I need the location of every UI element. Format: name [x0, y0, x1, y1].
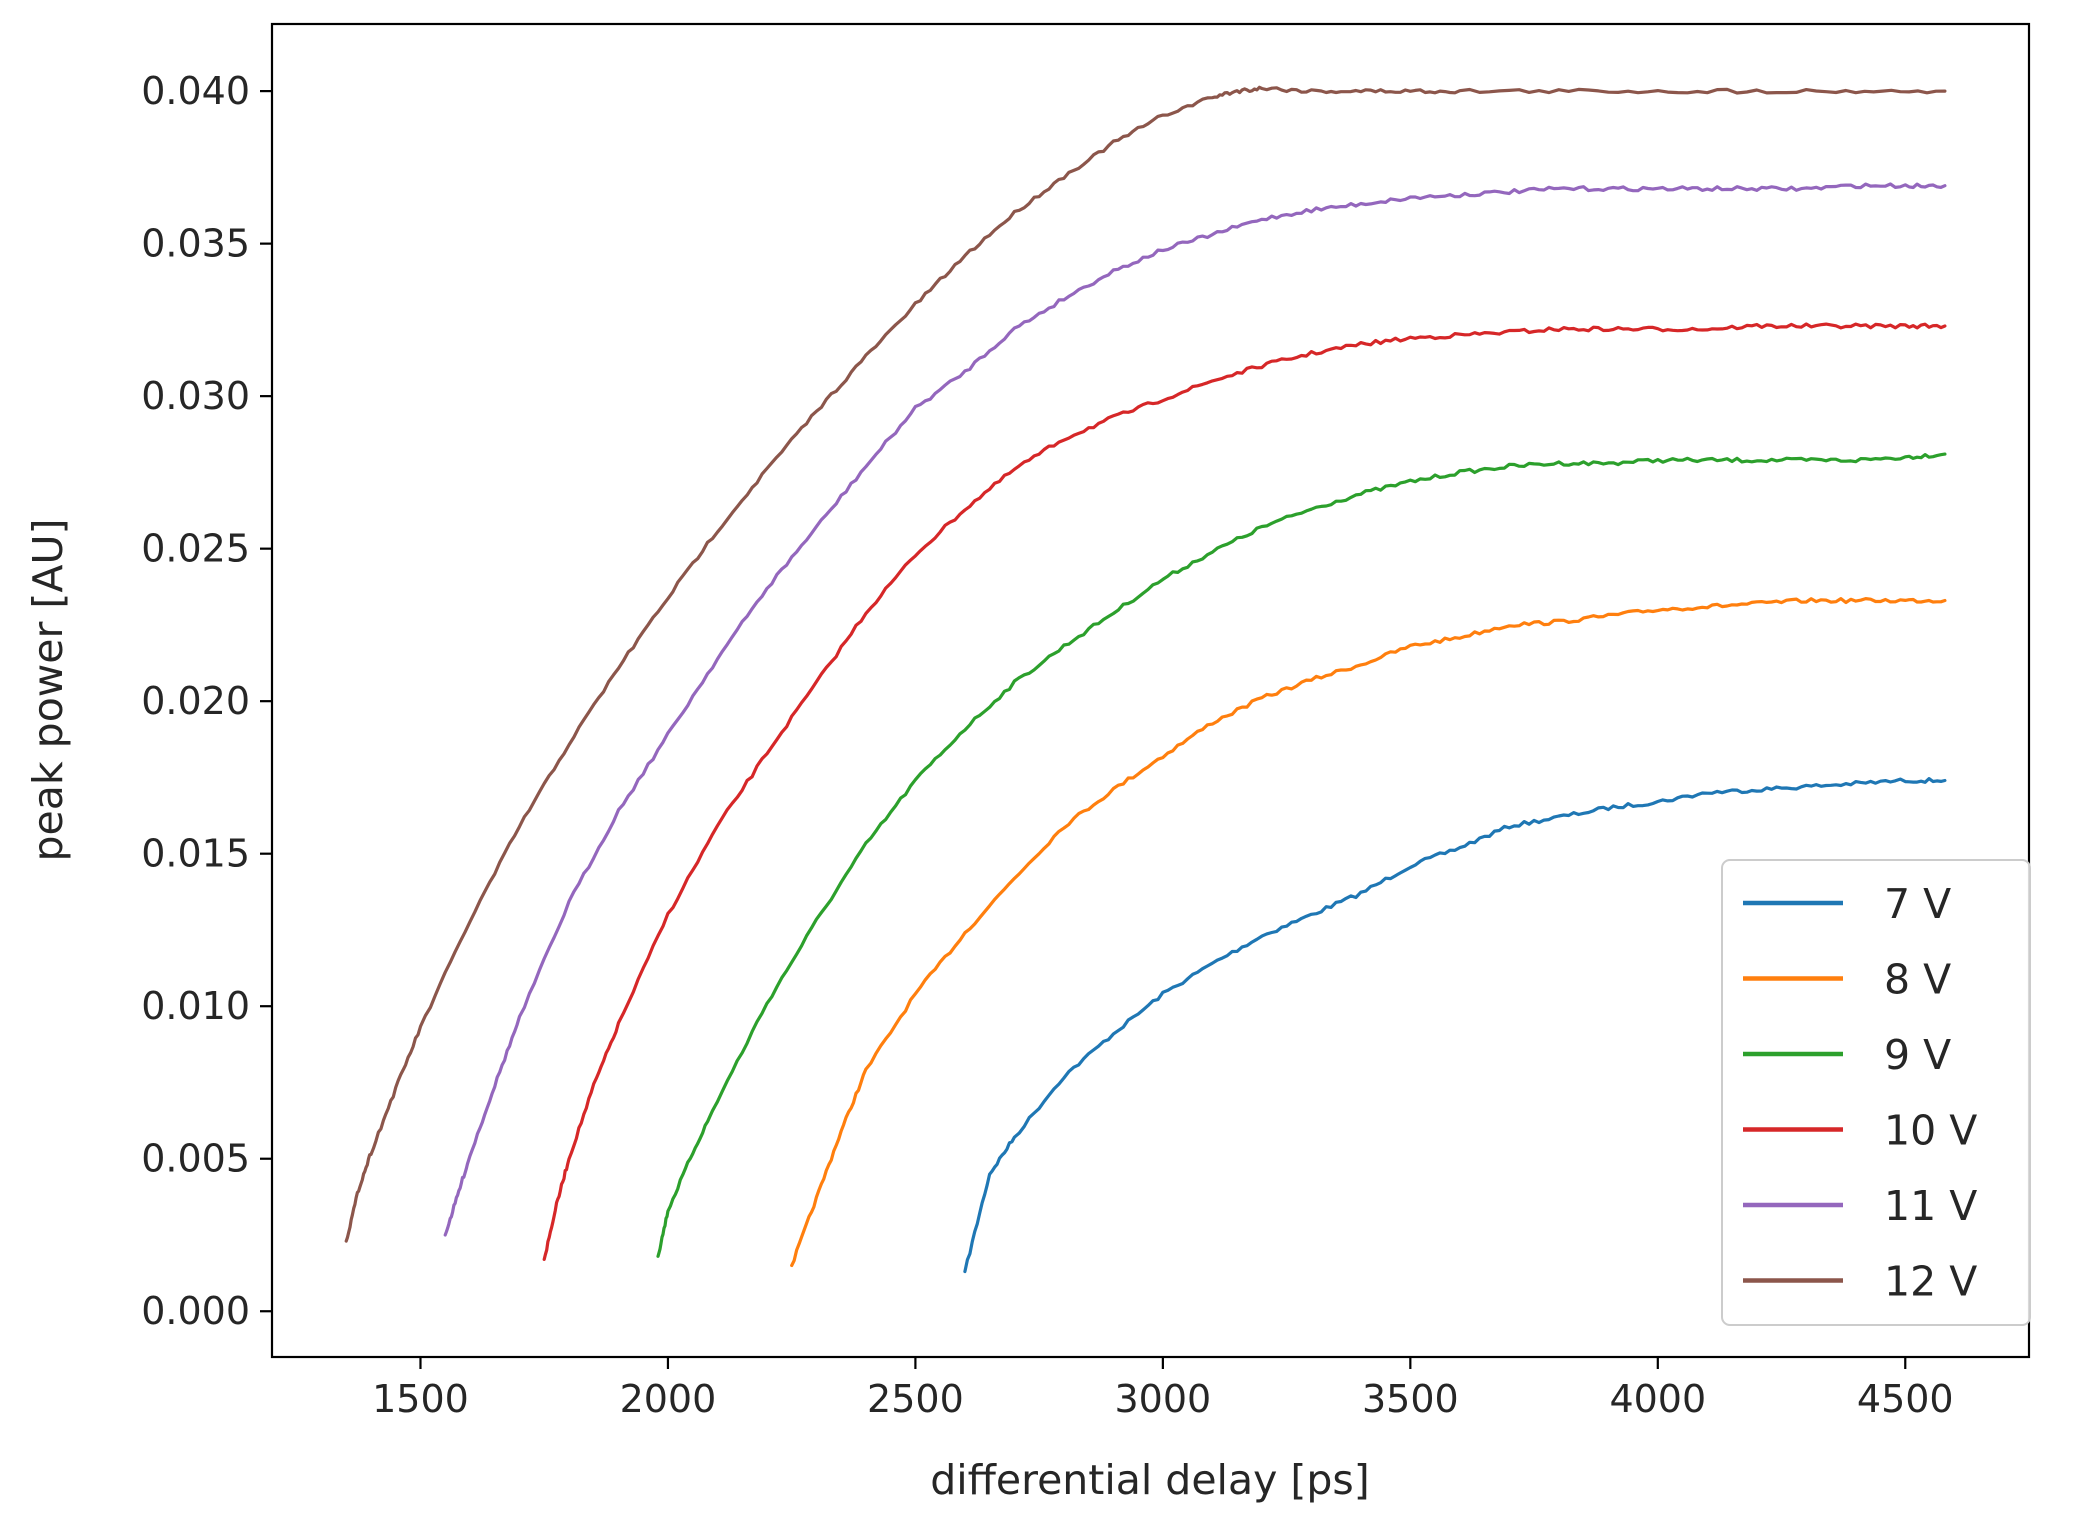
x-tick-label: 4000	[1609, 1377, 1706, 1421]
y-axis: 0.000 0.005 0.010 0.015 0.020 0.025 0.030 0.035…	[141, 69, 272, 1333]
y-tick-label: 0.000	[141, 1289, 250, 1333]
x-tick-label: 2000	[620, 1377, 717, 1421]
legend-label: 10 V	[1884, 1107, 1977, 1155]
y-tick-label: 0.020	[141, 679, 250, 723]
y-axis-label: peak power [AU]	[24, 519, 72, 862]
legend-label: 9 V	[1884, 1031, 1951, 1079]
series-line-0	[963, 777, 1947, 1274]
y-tick-label: 0.005	[141, 1137, 250, 1181]
x-axis-label: differential delay [ps]	[930, 1456, 1370, 1504]
legend-label: 7 V	[1884, 880, 1951, 928]
x-tick-label: 1500	[372, 1377, 469, 1421]
legend: 7 V 8 V 9 V 10 V 11 V 12 V	[1721, 859, 2031, 1326]
series-line-3	[542, 322, 1947, 1261]
x-tick-label: 4500	[1857, 1377, 1954, 1421]
legend-label: 8 V	[1884, 956, 1951, 1004]
y-tick-label: 0.015	[141, 832, 250, 876]
y-tick-label: 0.025	[141, 527, 250, 571]
legend-label: 11 V	[1884, 1182, 1977, 1230]
legend-frame	[1721, 859, 2031, 1326]
x-tick-label: 3500	[1362, 1377, 1459, 1421]
plot-frame	[270, 22, 2031, 1359]
y-tick-label: 0.010	[141, 984, 250, 1028]
x-tick-label: 3000	[1115, 1377, 1212, 1421]
x-axis: 1500 2000 2500 3000 3500 4000 4500	[372, 1357, 1954, 1421]
series-line-2	[656, 452, 1947, 1258]
x-tick-label: 2500	[867, 1377, 964, 1421]
y-tick-label: 0.030	[141, 374, 250, 418]
y-tick-label: 0.040	[141, 69, 250, 113]
series-layer	[344, 85, 1947, 1274]
legend-label: 12 V	[1884, 1258, 1977, 1306]
series-line-1	[790, 597, 1947, 1268]
series-line-5	[344, 85, 1947, 1243]
y-tick-label: 0.035	[141, 222, 250, 266]
series-line-4	[443, 182, 1947, 1237]
